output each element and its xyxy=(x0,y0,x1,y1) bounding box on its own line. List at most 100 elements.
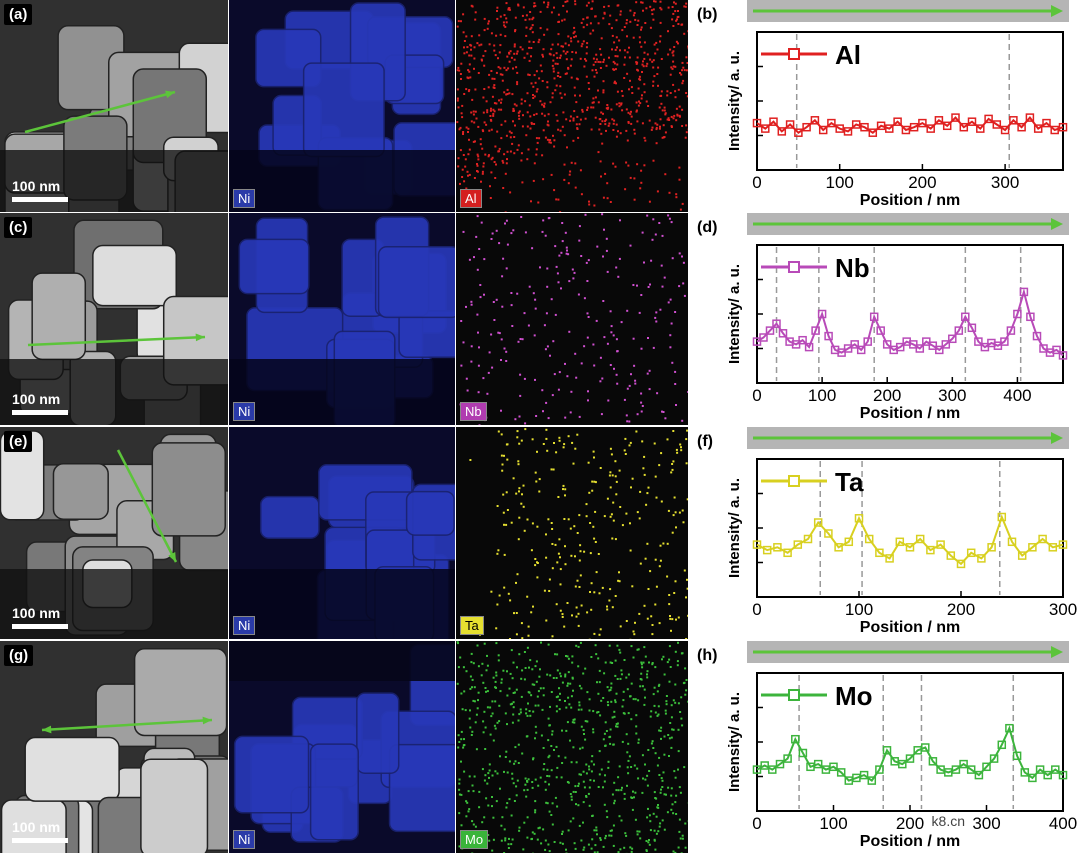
data-point xyxy=(951,765,961,774)
legend-label: Mo xyxy=(835,681,873,711)
data-point xyxy=(951,113,960,122)
x-axis-label: Position / nm xyxy=(860,619,960,636)
data-point xyxy=(835,124,844,133)
data-point xyxy=(1006,326,1016,335)
line-profile-chart: (b) Al 0 100 200 300 Position / nm Intensity/ a… xyxy=(695,0,1080,212)
data-point xyxy=(928,757,938,766)
data-point xyxy=(775,759,785,769)
data-point xyxy=(773,543,782,552)
data-point xyxy=(813,759,823,769)
data-point xyxy=(1058,540,1068,549)
x-tick-label: 200 xyxy=(873,386,901,405)
data-point xyxy=(813,518,823,527)
data-point xyxy=(959,759,968,769)
data-point xyxy=(885,124,894,133)
data-point xyxy=(1000,125,1010,135)
x-axis-label: Position / nm xyxy=(860,405,960,422)
panel-label: (c) xyxy=(4,217,33,238)
data-point xyxy=(966,548,976,558)
scale-bar-label: 100 nm xyxy=(12,178,61,194)
chart-legend: Al xyxy=(761,40,861,70)
data-point xyxy=(882,340,892,349)
x-tick-label: 100 xyxy=(819,814,847,833)
scale-bar xyxy=(12,410,68,415)
line-scan-arrow xyxy=(24,90,176,134)
scale-bar-label: 100 nm xyxy=(12,605,61,621)
data-point xyxy=(997,512,1007,522)
data-point xyxy=(921,743,930,752)
ni-eds-map: Ni xyxy=(229,0,455,212)
line-profile-chart: (d) Nb 0 100 200 300 400 Position / nm Intensity… xyxy=(695,213,1080,425)
data-point xyxy=(956,559,966,569)
y-axis-label: Intensity/ a. u. xyxy=(726,51,743,151)
data-point xyxy=(974,337,983,346)
data-point xyxy=(1005,723,1014,733)
data-point xyxy=(898,759,907,769)
line-profile-chart: (f) Ta 0 100 200 300 Position / nm Intensity/ a… xyxy=(695,427,1080,639)
data-point xyxy=(752,540,762,549)
data-point xyxy=(1028,773,1037,783)
data-point xyxy=(997,740,1007,750)
data-point xyxy=(895,342,905,352)
data-point xyxy=(772,319,781,328)
series-line xyxy=(756,514,1064,566)
data-point xyxy=(1025,113,1035,122)
data-point xyxy=(992,120,1002,129)
chart-legend: Mo xyxy=(761,681,873,711)
data-point xyxy=(762,545,772,555)
panel-label: (e) xyxy=(4,431,33,452)
data-point xyxy=(1048,543,1058,552)
data-point xyxy=(918,118,927,128)
y-axis-label: Intensity/ a. u. xyxy=(726,692,743,792)
data-point xyxy=(829,762,838,772)
data-point xyxy=(915,534,925,544)
element-eds-map: Nb xyxy=(456,213,688,425)
chart-svg: Mo 0 100 200 300 400 Position / nm Intensity/ a… xyxy=(726,641,1077,850)
legend-label: Nb xyxy=(835,253,870,283)
panel-row: (g) 100 nm Ni Mo (h) Mo 0 100 200 300 400 Position … xyxy=(0,641,1080,853)
data-point xyxy=(783,548,792,558)
data-point xyxy=(1038,534,1047,544)
scale-bar xyxy=(12,624,68,629)
data-point xyxy=(1017,122,1026,132)
data-point xyxy=(1017,551,1027,560)
data-point xyxy=(850,340,859,349)
data-point xyxy=(798,748,808,758)
y-axis-label: Intensity/ a. u. xyxy=(726,264,743,364)
ni-map-tag: Ni xyxy=(233,402,256,421)
data-point xyxy=(783,754,792,763)
data-point xyxy=(859,770,869,780)
data-point xyxy=(761,124,770,133)
watermark-text: k8.cn xyxy=(931,813,965,829)
chart-svg: Nb 0 100 200 300 400 Position / nm Intensity/ a… xyxy=(726,213,1069,422)
panel-label: (a) xyxy=(4,4,33,25)
scan-direction-arrow xyxy=(753,646,1063,658)
chart-panel-label: (h) xyxy=(697,647,718,664)
legend-label: Al xyxy=(835,40,861,70)
x-tick-label: 400 xyxy=(1003,386,1031,405)
data-point xyxy=(966,765,976,774)
data-point xyxy=(854,514,864,523)
data-point xyxy=(868,128,878,137)
scan-direction-arrow xyxy=(753,218,1063,230)
data-point xyxy=(811,326,820,335)
data-point xyxy=(1028,543,1037,552)
data-point xyxy=(798,335,807,345)
line-scan-arrow xyxy=(27,333,206,347)
chart-panel-label: (f) xyxy=(697,433,713,450)
ni-eds-map: Ni xyxy=(229,427,455,639)
data-point xyxy=(836,768,846,777)
x-tick-label: 200 xyxy=(908,173,936,192)
data-point xyxy=(793,540,803,549)
data-point xyxy=(778,329,788,338)
data-point xyxy=(915,344,925,353)
data-point xyxy=(905,754,915,763)
x-tick-label: 0 xyxy=(752,600,761,619)
data-point xyxy=(768,765,777,774)
haadf-micrograph: (e) 100 nm xyxy=(0,427,228,639)
x-tick-label: 0 xyxy=(752,173,761,192)
data-point xyxy=(934,116,944,125)
data-point xyxy=(804,342,814,352)
scan-direction-arrow xyxy=(753,5,1063,17)
data-point xyxy=(876,121,886,131)
